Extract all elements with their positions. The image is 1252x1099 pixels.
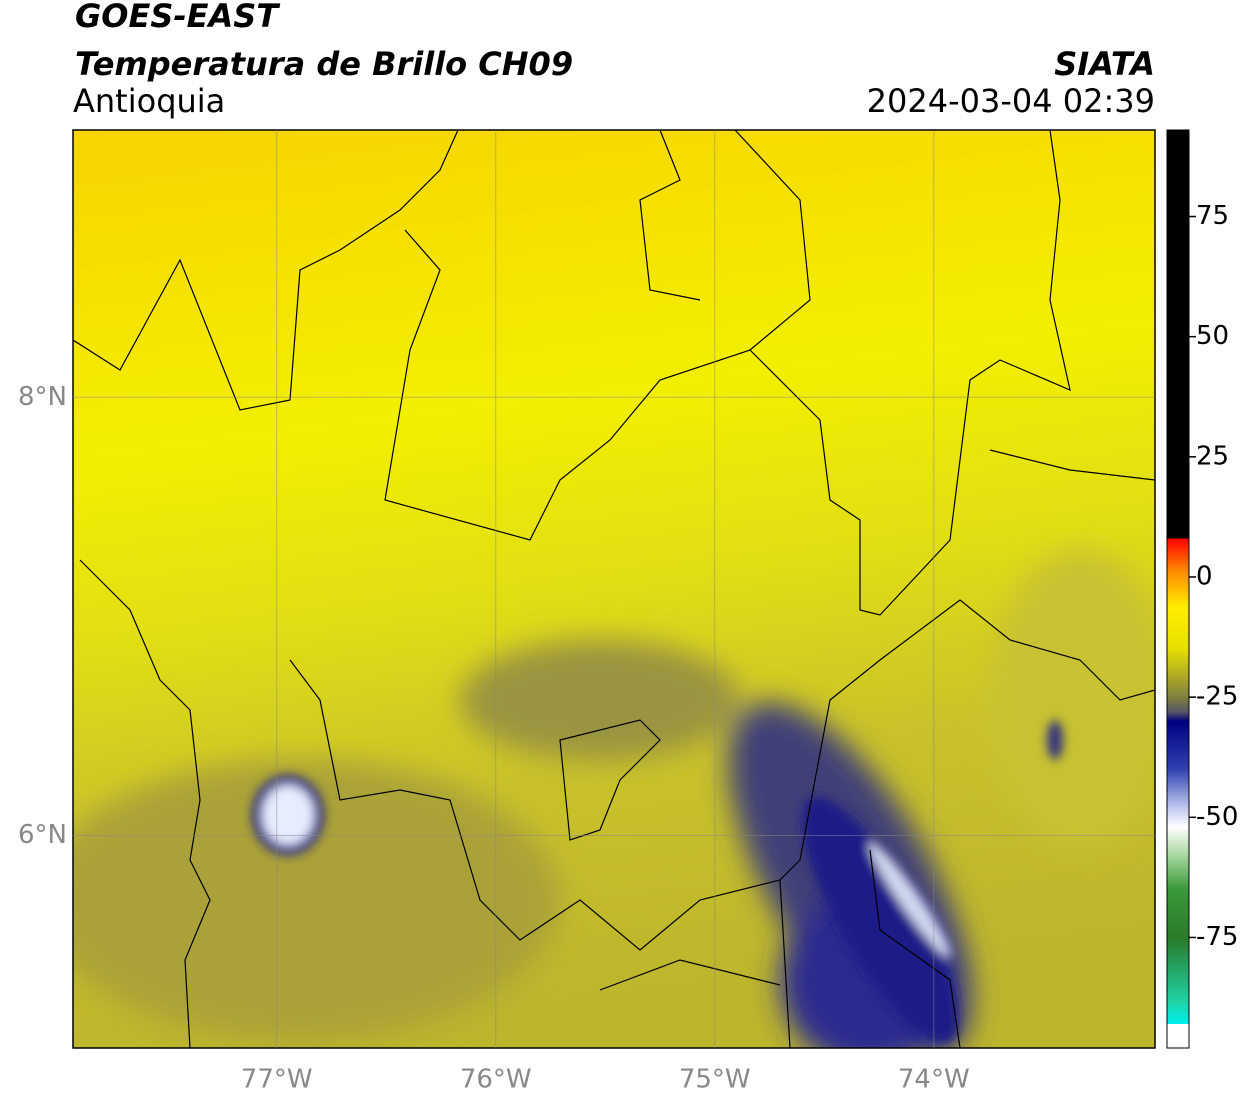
x-tick-label: 74°W — [898, 1065, 970, 1095]
colorbar-tick-label: 50 — [1196, 321, 1229, 351]
region: Antioquia — [73, 82, 225, 120]
subtitle: Temperatura de Brillo CH09 — [75, 45, 573, 83]
x-tick-label: 77°W — [241, 1065, 313, 1095]
source: SIATA — [1054, 45, 1155, 83]
x-tick-label: 75°W — [679, 1065, 751, 1095]
map-frame — [72, 129, 1156, 1049]
title: GOES-EAST — [75, 0, 280, 35]
colorbar-tick-label: -75 — [1196, 922, 1238, 952]
colorbar-tick-label: -50 — [1196, 802, 1238, 832]
colorbar-tick-label: 0 — [1196, 561, 1213, 591]
map-field — [73, 130, 1155, 1048]
colorbar-tick-label: 25 — [1196, 441, 1229, 471]
colorbar-tick-label: -25 — [1196, 682, 1238, 712]
colorbar — [1166, 129, 1190, 1049]
x-tick-label: 76°W — [460, 1065, 532, 1095]
datetime: 2024-03-04 02:39 — [867, 82, 1155, 120]
y-tick-label: 6°N — [18, 820, 67, 850]
colorbar-tick-label: 75 — [1196, 201, 1229, 231]
y-tick-label: 8°N — [18, 382, 67, 412]
